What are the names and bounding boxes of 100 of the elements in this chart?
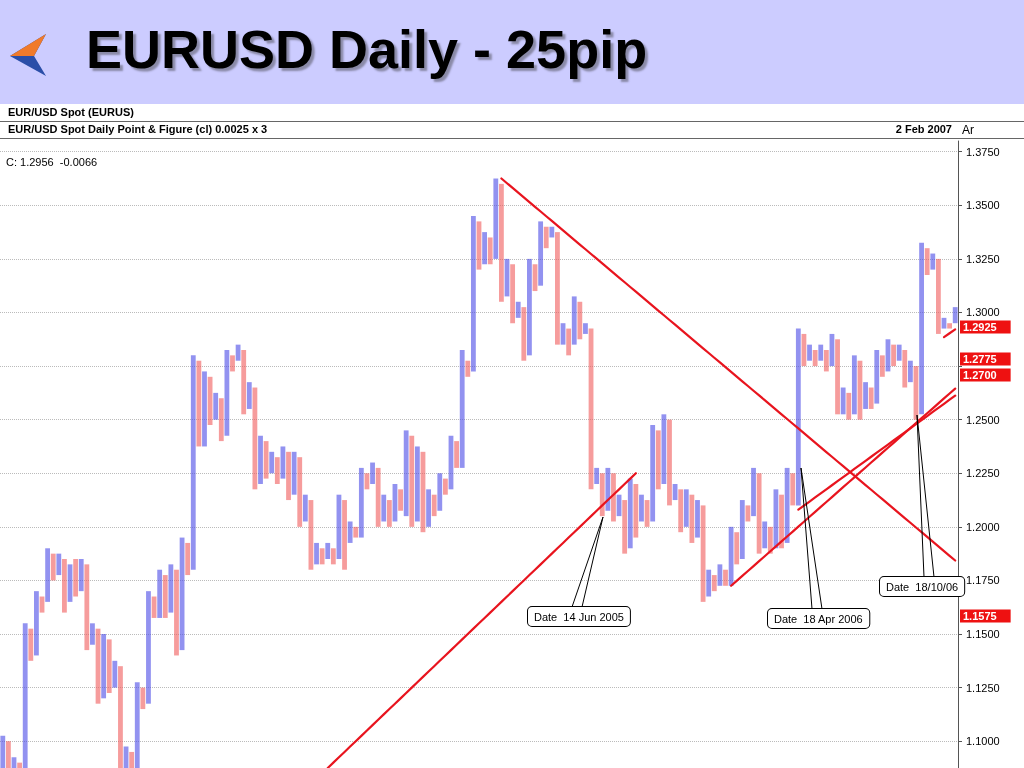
bar: [291, 451, 297, 495]
bar: [470, 216, 476, 372]
bar: [499, 183, 504, 302]
y-tick-label: 1.2250: [966, 467, 1000, 480]
bar: [319, 548, 325, 565]
bar: [56, 553, 62, 576]
bar: [263, 441, 269, 479]
bar: [896, 344, 902, 361]
bar: [695, 500, 700, 538]
bar: [807, 344, 812, 361]
bar: [930, 253, 936, 270]
bar: [347, 521, 353, 543]
bar: [700, 505, 706, 602]
bar: [297, 457, 303, 527]
annotation: C: 1.2956 -0.0066: [6, 156, 98, 168]
bar: [62, 559, 67, 613]
bar: [846, 392, 852, 420]
bar: [784, 467, 790, 543]
bar: [868, 387, 874, 409]
bar: [286, 451, 291, 501]
bar: [50, 553, 56, 581]
y-tick-label: 1.2500: [966, 413, 1000, 426]
bar: [185, 542, 191, 576]
bar: [739, 500, 745, 559]
bar: [717, 564, 723, 586]
y-tick-label: 1.1250: [966, 681, 1000, 694]
bar: [599, 473, 605, 517]
text: 1.2775: [963, 353, 997, 365]
bar: [538, 221, 544, 286]
bar: [835, 339, 840, 415]
bar: [224, 350, 230, 436]
text: 1.2700: [963, 369, 997, 381]
bar: [947, 323, 953, 329]
bar: [566, 328, 572, 356]
bar: [919, 242, 924, 415]
bar: [358, 467, 364, 538]
bar: [375, 467, 381, 527]
y-tick-label: 1.1000: [966, 735, 1000, 748]
bar: [314, 542, 319, 565]
text: 2 Feb 2007: [895, 123, 952, 135]
bar: [426, 489, 431, 527]
bar: [381, 494, 387, 522]
bar: [795, 328, 801, 506]
bar: [840, 387, 846, 415]
bar: [162, 575, 168, 618]
bar: [751, 467, 756, 517]
bar: [190, 355, 196, 570]
bar: [454, 441, 459, 468]
bar: [823, 350, 829, 372]
bar: [605, 467, 611, 511]
bar: [935, 258, 941, 334]
bar: [627, 478, 633, 549]
bar: [790, 473, 796, 506]
bar: [370, 462, 375, 484]
bar: [28, 628, 34, 661]
bar: [459, 350, 465, 468]
bar: [213, 392, 219, 420]
bar: [442, 478, 448, 495]
bar: [779, 494, 784, 549]
text: EUR/USD Spot (EURUS): [8, 106, 134, 118]
bar: [269, 451, 275, 474]
bar: [302, 494, 308, 522]
bar: [594, 467, 600, 484]
bar: [202, 371, 207, 447]
bar: [633, 483, 639, 538]
annotation: Date 18/10/06: [886, 580, 959, 593]
bar: [465, 360, 471, 377]
bar: [409, 435, 415, 527]
bar: [112, 660, 118, 688]
bar: [723, 569, 728, 586]
bar: [5, 741, 11, 768]
bar: [246, 382, 252, 409]
bar: [650, 425, 656, 522]
bar: [667, 419, 672, 506]
bar: [818, 344, 824, 361]
bar: [274, 457, 280, 484]
bar: [482, 232, 488, 265]
bar: [543, 226, 549, 249]
y-tick-label: 1.1750: [966, 574, 1000, 587]
bar: [907, 360, 913, 383]
bar: [431, 494, 437, 517]
bar: [583, 323, 588, 334]
annotation: Date 18 Apr 2006: [774, 612, 863, 625]
bar: [168, 564, 174, 613]
bar: [515, 301, 521, 318]
bar: [689, 494, 695, 543]
bar: [252, 387, 258, 490]
bar: [851, 355, 857, 415]
bar: [403, 430, 409, 517]
bar: [611, 473, 616, 522]
bar: [386, 500, 392, 527]
bar: [527, 258, 532, 356]
chart-title: EURUSD Daily - 25pip: [86, 18, 648, 80]
bar: [683, 489, 689, 527]
bar: [493, 178, 499, 259]
bar: [902, 350, 908, 388]
bar: [140, 687, 146, 710]
bar: [22, 623, 28, 768]
y-tick-label: 1.1500: [966, 628, 1000, 641]
bar: [235, 344, 241, 361]
